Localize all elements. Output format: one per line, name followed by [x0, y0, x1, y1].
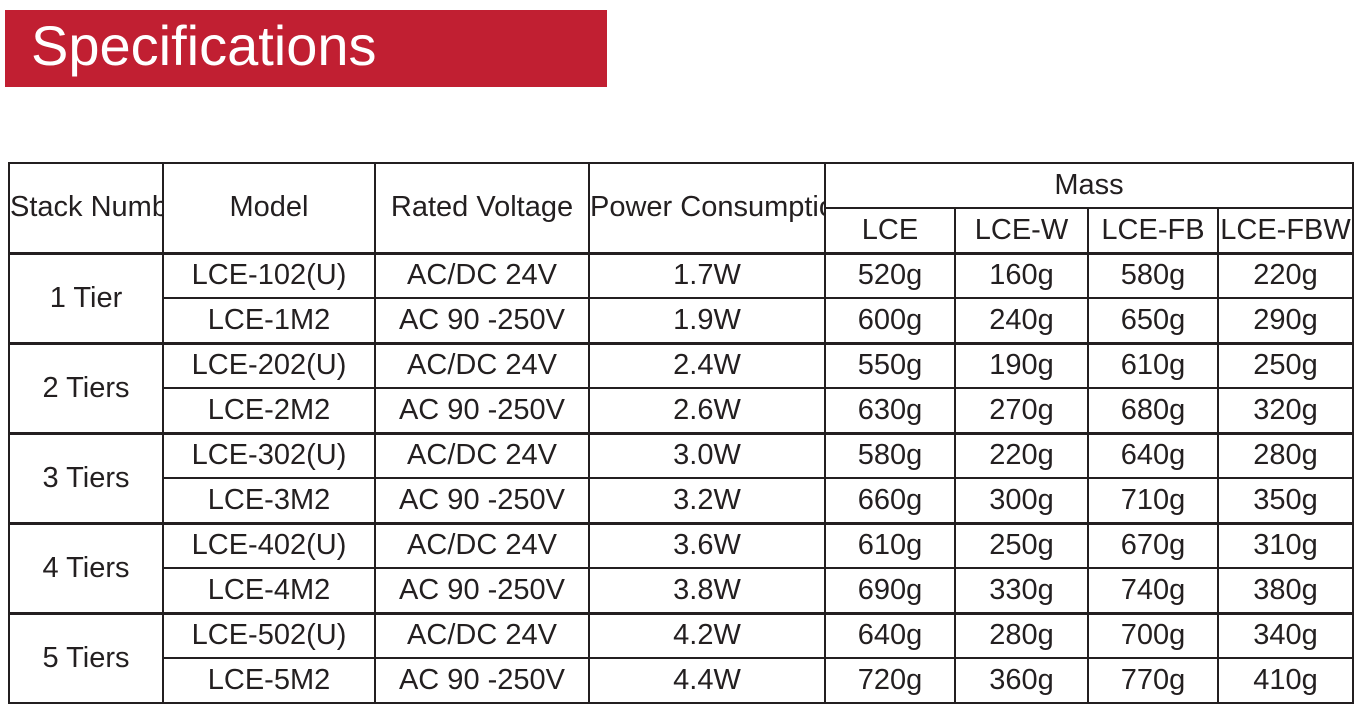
table-row: 2 Tiers LCE-202(U) AC/DC 24V 2.4W 550g 190g 61…: [8, 341, 1355, 434]
mass-lce-cell: 520g: [824, 251, 956, 299]
mass-lce-fbw-cell: 220g: [1216, 251, 1355, 299]
model-cell: LCE-102(U): [162, 251, 376, 299]
mass-lce-cell: 580g: [824, 431, 956, 479]
page-title: Specifications: [31, 13, 377, 77]
model-cell: LCE-2M2: [162, 387, 376, 434]
table-row: LCE-1M2 AC 90 -250V 1.9W 600g 240g 650g 290g: [9, 297, 1355, 344]
power-consumption-cell: 1.7W: [588, 251, 826, 299]
mass-lce-w-cell: 250g: [954, 521, 1089, 569]
table-row: LCE-5M2 AC 90 -250V 4.4W 720g 360g 770g 410g: [9, 657, 1355, 704]
rated-voltage-cell: AC 90 -250V: [374, 477, 590, 524]
mass-lce-fb-cell: 580g: [1087, 251, 1219, 299]
mass-lce-cell: 660g: [824, 477, 956, 524]
mass-lce-fb-cell: 650g: [1087, 297, 1219, 344]
table-row: 1 Tier LCE-102(U) AC/DC 24V 1.7W 520g 160g 580…: [8, 251, 1355, 344]
mass-lce-fbw-cell: 280g: [1216, 431, 1355, 479]
mass-lce-fb-cell: 700g: [1087, 611, 1219, 659]
mass-lce-cell: 640g: [824, 611, 956, 659]
mass-lce-cell: 610g: [824, 521, 956, 569]
model-cell: LCE-3M2: [162, 477, 376, 524]
mass-lce-fb-cell: 740g: [1087, 567, 1219, 614]
power-consumption-cell: 3.0W: [588, 431, 826, 479]
model-cell: LCE-502(U): [162, 611, 376, 659]
stack-number-cell: 1 Tier: [8, 251, 164, 344]
mass-lce-fb-cell: 770g: [1087, 657, 1219, 704]
table-row: 5 Tiers LCE-502(U) AC/DC 24V 4.2W 640g 280g 70…: [8, 611, 1355, 704]
header-mass: Mass: [823, 162, 1355, 209]
power-consumption-cell: 2.4W: [588, 341, 826, 389]
header-mass-lce-w: LCE-W: [954, 207, 1089, 254]
model-cell: LCE-4M2: [162, 567, 376, 614]
power-consumption-cell: 3.8W: [588, 567, 826, 614]
header-rated-voltage: Rated Voltage: [374, 162, 590, 254]
mass-lce-cell: 690g: [824, 567, 956, 614]
table-row: LCE-2M2 AC 90 -250V 2.6W 630g 270g 680g 320g: [9, 387, 1355, 434]
mass-lce-fbw-cell: 290g: [1216, 297, 1355, 344]
header-power-consumption: Power Consumption: [588, 162, 826, 254]
power-consumption-cell: 4.4W: [588, 657, 826, 704]
rated-voltage-cell: AC/DC 24V: [374, 341, 590, 389]
mass-lce-fb-cell: 680g: [1087, 387, 1219, 434]
model-cell: LCE-1M2: [162, 297, 376, 344]
mass-lce-cell: 550g: [824, 341, 956, 389]
header-model: Model: [162, 162, 376, 254]
stack-number-cell: 4 Tiers: [8, 521, 164, 614]
mass-lce-w-cell: 360g: [954, 657, 1089, 704]
rated-voltage-cell: AC/DC 24V: [374, 521, 590, 569]
model-cell: LCE-5M2: [162, 657, 376, 704]
mass-lce-w-cell: 240g: [954, 297, 1089, 344]
rated-voltage-cell: AC 90 -250V: [374, 657, 590, 704]
power-consumption-cell: 2.6W: [588, 387, 826, 434]
power-consumption-cell: 1.9W: [588, 297, 826, 344]
title-banner: Specifications: [5, 10, 607, 87]
mass-lce-fb-cell: 610g: [1087, 341, 1219, 389]
mass-lce-w-cell: 300g: [954, 477, 1089, 524]
table-row: LCE-3M2 AC 90 -250V 3.2W 660g 300g 710g 350g: [9, 477, 1355, 524]
rated-voltage-cell: AC 90 -250V: [374, 297, 590, 344]
mass-lce-fbw-cell: 320g: [1216, 387, 1355, 434]
power-consumption-cell: 3.6W: [588, 521, 826, 569]
rated-voltage-cell: AC/DC 24V: [374, 251, 590, 299]
specifications-table-body: 1 Tier LCE-102(U) AC/DC 24V 1.7W 520g 160g 580…: [8, 251, 1355, 704]
mass-lce-fb-cell: 710g: [1087, 477, 1219, 524]
power-consumption-cell: 3.2W: [588, 477, 826, 524]
rated-voltage-cell: AC 90 -250V: [374, 387, 590, 434]
mass-lce-w-cell: 220g: [954, 431, 1089, 479]
header-mass-lce-fb: LCE-FB: [1087, 207, 1219, 254]
header-stack-number: Stack Number: [8, 162, 164, 254]
rated-voltage-cell: AC 90 -250V: [374, 567, 590, 614]
model-cell: LCE-302(U): [162, 431, 376, 479]
model-cell: LCE-202(U): [162, 341, 376, 389]
mass-lce-w-cell: 270g: [954, 387, 1089, 434]
mass-lce-fb-cell: 670g: [1087, 521, 1219, 569]
power-consumption-cell: 4.2W: [588, 611, 826, 659]
table-row: LCE-4M2 AC 90 -250V 3.8W 690g 330g 740g 380g: [9, 567, 1355, 614]
stack-number-cell: 2 Tiers: [8, 341, 164, 434]
mass-lce-cell: 630g: [824, 387, 956, 434]
table-row: 4 Tiers LCE-402(U) AC/DC 24V 3.6W 610g 250g 67…: [8, 521, 1355, 614]
mass-lce-fbw-cell: 380g: [1216, 567, 1355, 614]
mass-lce-fbw-cell: 410g: [1216, 657, 1355, 704]
specifications-table: Stack Number Model Rated Voltage Power C…: [8, 162, 1355, 704]
stack-number-cell: 3 Tiers: [8, 431, 164, 524]
rated-voltage-cell: AC/DC 24V: [374, 431, 590, 479]
table-row: 3 Tiers LCE-302(U) AC/DC 24V 3.0W 580g 220g 64…: [8, 431, 1355, 524]
mass-lce-cell: 600g: [824, 297, 956, 344]
mass-lce-w-cell: 160g: [954, 251, 1089, 299]
mass-lce-fbw-cell: 350g: [1216, 477, 1355, 524]
mass-lce-fbw-cell: 310g: [1216, 521, 1355, 569]
mass-lce-fb-cell: 640g: [1087, 431, 1219, 479]
model-cell: LCE-402(U): [162, 521, 376, 569]
rated-voltage-cell: AC/DC 24V: [374, 611, 590, 659]
mass-lce-w-cell: 330g: [954, 567, 1089, 614]
header-mass-lce: LCE: [824, 207, 956, 254]
mass-lce-cell: 720g: [824, 657, 956, 704]
mass-lce-w-cell: 190g: [954, 341, 1089, 389]
mass-lce-fbw-cell: 250g: [1216, 341, 1355, 389]
stack-number-cell: 5 Tiers: [8, 611, 164, 704]
mass-lce-fbw-cell: 340g: [1216, 611, 1355, 659]
mass-lce-w-cell: 280g: [954, 611, 1089, 659]
header-mass-lce-fbw: LCE-FBW: [1216, 207, 1355, 254]
